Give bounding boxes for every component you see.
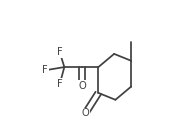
Text: F: F — [57, 47, 63, 57]
Text: O: O — [78, 81, 86, 91]
Text: O: O — [81, 109, 89, 119]
Text: F: F — [42, 65, 48, 75]
Text: F: F — [57, 79, 63, 89]
